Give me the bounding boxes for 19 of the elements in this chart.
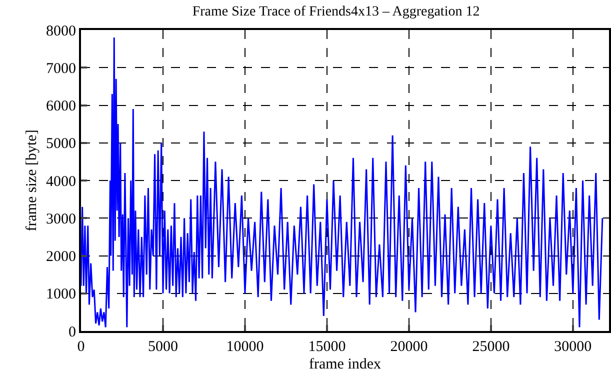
line-series: [81, 36, 604, 328]
chart-title: Frame Size Trace of Friends4x13 – Aggregation 12: [192, 4, 480, 20]
y-tick-label: 5000: [46, 136, 76, 152]
y-tick-label: 4000: [46, 174, 76, 190]
y-tick-label: 6000: [46, 98, 76, 114]
x-tick-label: 15000: [308, 339, 346, 355]
y-axis-title: frame size [byte]: [24, 130, 40, 232]
y-tick-label: 3000: [46, 211, 76, 228]
x-tick-label: 20000: [390, 339, 428, 355]
y-tick-label: 2000: [46, 249, 76, 265]
y-tick-label: 8000: [46, 23, 76, 40]
y-tick-label: 0: [68, 324, 76, 340]
x-tick-label: 25000: [472, 339, 510, 355]
y-tick-label: 1000: [46, 286, 76, 303]
x-tick-label: 10000: [226, 339, 264, 355]
x-tick-label: 30000: [554, 339, 592, 355]
x-tick-label: 5000: [148, 339, 178, 355]
y-tick-label: 7000: [46, 60, 76, 77]
x-axis-title: frame index: [308, 356, 382, 372]
